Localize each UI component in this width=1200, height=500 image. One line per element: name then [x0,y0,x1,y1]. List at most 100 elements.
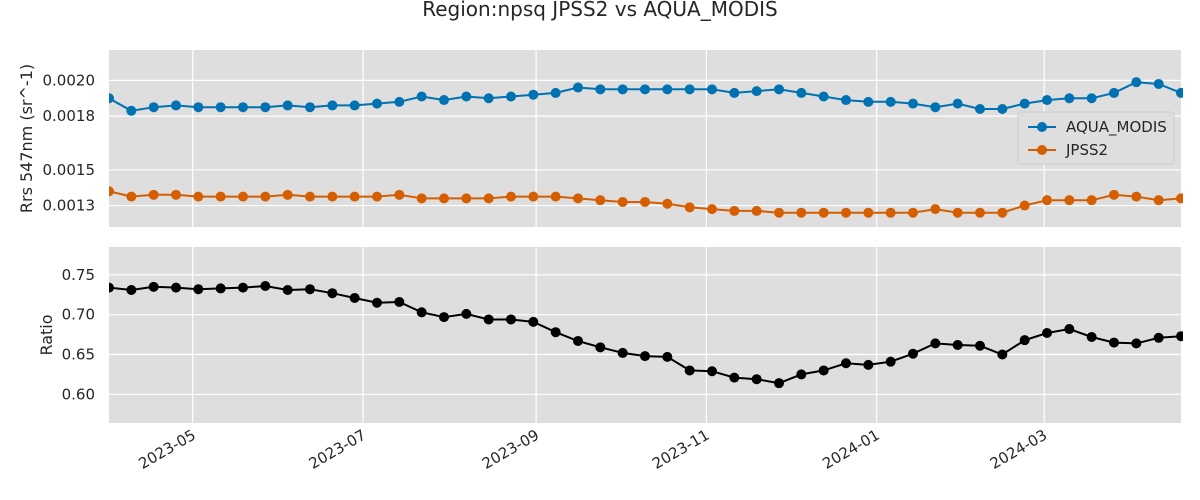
plot-background [109,247,1181,423]
data-point [260,281,271,292]
data-point [327,191,338,202]
data-point [1042,328,1052,339]
data-point [1064,324,1075,335]
data-point [684,202,695,213]
data-point [1064,195,1075,206]
data-point [1153,78,1164,89]
data-point [171,189,181,200]
data-point [908,348,918,359]
data-point [327,288,338,299]
data-point [1086,93,1097,104]
y-tick-label: 0.60 [62,385,95,403]
data-point [952,207,963,218]
data-point [818,91,829,102]
data-point [461,91,472,102]
data-point [997,207,1008,218]
data-point [394,96,405,107]
chart-title: Region:npsq JPSS2 vs AQUA_MODIS [422,0,777,21]
data-point [550,327,561,338]
data-point [662,84,673,95]
legend-marker [1037,145,1047,155]
data-point [461,308,472,319]
data-point [439,95,449,106]
data-point [305,284,315,295]
data-point [148,102,159,113]
data-point [640,84,650,95]
data-point [126,105,137,116]
data-point [416,307,427,318]
data-point [349,191,360,202]
data-point [416,91,427,102]
data-point [394,189,405,200]
data-point [483,193,494,204]
data-point [215,283,226,294]
data-point [818,207,829,218]
data-point [506,314,516,325]
data-point [684,84,695,95]
y-tick-label: 0.0020 [43,71,96,89]
data-point [1109,189,1119,200]
data-point [1086,195,1097,206]
y-axis-label: Ratio [37,314,56,355]
data-point [506,191,516,202]
data-point [238,282,248,293]
data-point [595,342,606,353]
data-point [1019,335,1030,346]
data-point [1042,95,1052,106]
data-point [617,347,628,358]
data-point [952,339,963,350]
data-point [171,282,181,293]
data-point [751,205,762,216]
y-tick-label: 0.0018 [43,107,96,125]
data-point [439,193,449,204]
data-point [595,84,606,95]
data-point [863,96,874,107]
data-point [796,87,807,98]
data-point [506,91,516,102]
data-point [975,207,985,218]
data-point [997,104,1008,114]
data-point [483,314,494,325]
x-tick-label: 2024-01 [819,426,882,473]
data-point [595,195,606,206]
data-point [416,193,427,204]
data-point [751,86,762,97]
y-tick-label: 0.70 [62,306,95,324]
data-point [349,100,360,111]
data-point [729,372,740,383]
data-point [1086,331,1097,342]
legend-label: JPSS2 [1065,141,1108,159]
data-point [109,282,114,293]
data-point [818,365,829,376]
x-axis-ticks: 2023-05 2023-07 2023-09 2023-11 2024-01 2024-… [135,426,1050,473]
data-point [260,102,271,113]
data-point [729,87,740,98]
data-point [1176,331,1183,342]
data-point [863,207,874,218]
data-point [148,189,159,200]
data-point [573,82,583,93]
data-point [930,338,941,349]
data-point [729,205,740,216]
data-point [215,191,226,202]
data-point [528,191,539,202]
legend: AQUA_MODIS JPSS2 [1017,111,1175,165]
data-point [372,98,382,109]
data-point [841,95,851,106]
data-point [1153,332,1164,343]
data-point [550,191,561,202]
data-point [483,93,494,104]
data-point [193,102,204,113]
data-point [707,366,717,377]
data-point [908,98,918,109]
data-point [1176,193,1183,204]
y-axis-label: Rrs 547nm (sr^-1) [17,64,36,213]
data-point [148,281,159,292]
data-point [1064,93,1075,104]
data-point [126,191,137,202]
ratio-panel: 0.60 0.65 0.70 0.75 Ratio [37,247,1183,423]
data-point [1109,337,1119,348]
rrs-panel: 0.0013 0.0015 0.0018 0.0020 Rrs 547nm (sr^-1… [17,50,1183,227]
data-point [1131,191,1142,202]
